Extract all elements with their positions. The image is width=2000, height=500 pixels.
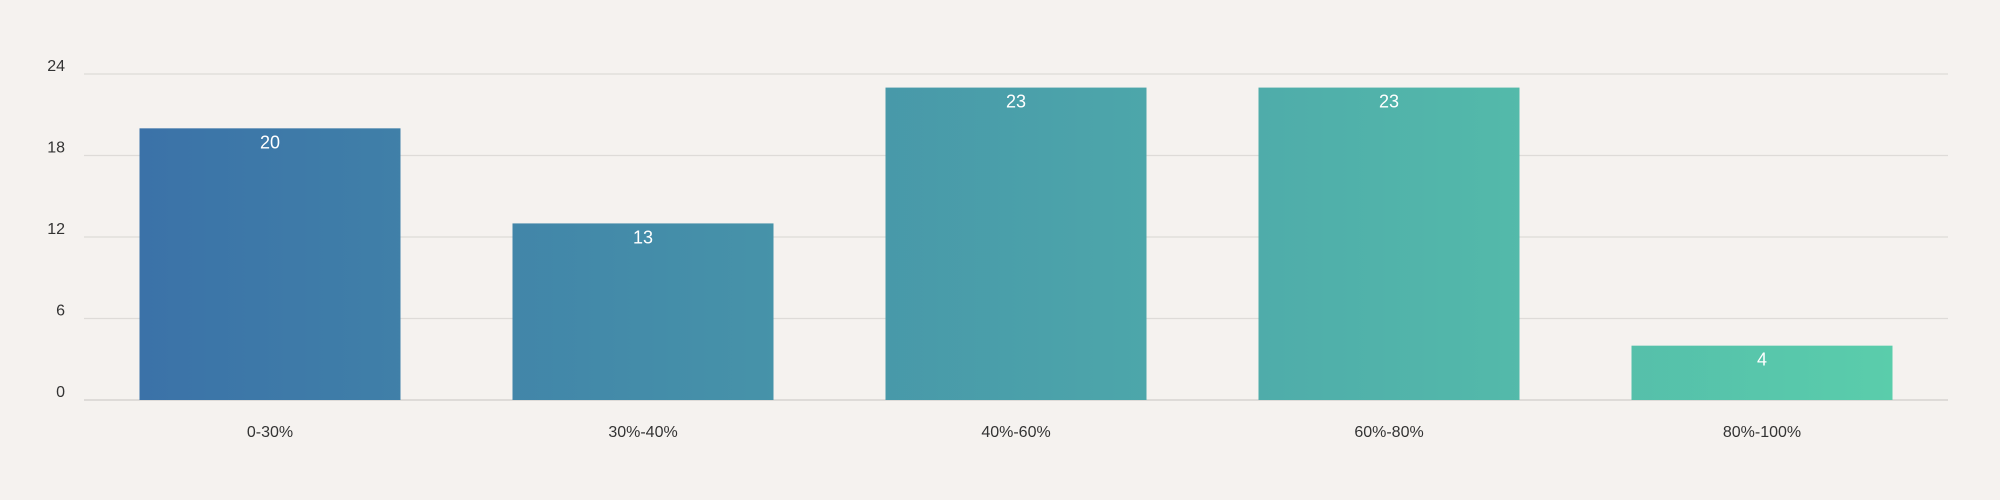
y-axis-ticks: 0 6 12 18 24 [47, 58, 65, 401]
bar [1258, 87, 1520, 400]
bar-value-label: 13 [633, 227, 653, 247]
y-tick-label: 24 [47, 58, 65, 75]
y-tick-label: 18 [47, 140, 65, 157]
bar [885, 87, 1147, 400]
y-tick-label: 6 [56, 303, 65, 320]
bar [1631, 345, 1893, 400]
y-tick-label: 12 [47, 221, 65, 238]
y-tick-label: 0 [56, 384, 65, 401]
bar-value-label: 20 [260, 132, 280, 152]
bar [139, 128, 401, 401]
bar-value-label: 23 [1379, 92, 1399, 112]
bar-value-label: 4 [1757, 350, 1767, 370]
x-tick-label: 80%-100% [1723, 424, 1801, 441]
x-axis-ticks: 0-30% 30%-40% 40%-60% 60%-80% 80%-100% [247, 424, 1801, 441]
bar [512, 223, 774, 400]
x-tick-label: 0-30% [247, 424, 293, 441]
bar-value-label: 23 [1006, 92, 1026, 112]
x-tick-label: 40%-60% [981, 424, 1050, 441]
x-tick-label: 60%-80% [1354, 424, 1423, 441]
bars: 20 13 23 23 4 [139, 87, 1893, 401]
x-tick-label: 30%-40% [608, 424, 677, 441]
